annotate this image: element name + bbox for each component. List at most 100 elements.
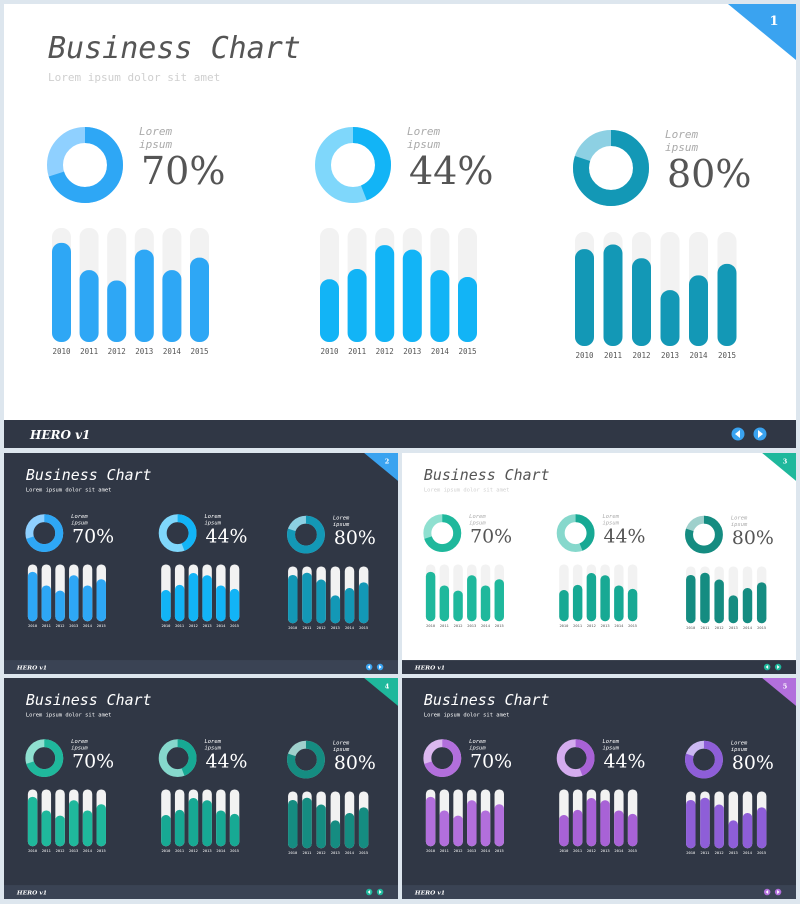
slide-2[interactable]: 2 Business Chart Lorem ipsum dolor sit ame… (4, 453, 398, 674)
slide-3[interactable]: 3 Business Chart Lorem ipsum dolor sit ame… (402, 453, 796, 674)
bar (52, 242, 71, 342)
bar (161, 815, 171, 847)
slide-canvas: 5 Business Chart Lorem ipsum dolor sit ame… (402, 678, 796, 899)
page-subtitle: Lorem ipsum dolor sit amet (26, 712, 112, 718)
chart-label-line1: Lorem (71, 739, 88, 745)
bar-tick-label: 2012 (454, 624, 463, 628)
chevron-right-icon[interactable] (777, 890, 780, 895)
bar (575, 249, 594, 346)
bar-tick-label: 2014 (481, 624, 491, 628)
bar-tick-label: 2012 (317, 626, 326, 630)
bar (714, 579, 724, 624)
chart-label-line2: ipsum (333, 522, 350, 528)
chevron-left-icon[interactable] (367, 890, 371, 895)
bar-tick-label: 2015 (97, 624, 106, 628)
bar-tick-label: 2013 (69, 624, 78, 628)
donut-percent-label: 44% (603, 526, 645, 548)
bar (467, 575, 477, 622)
bar (728, 820, 739, 849)
next-button[interactable] (376, 663, 384, 671)
chart-label-line1: Lorem (731, 516, 748, 522)
corner-flag (364, 678, 398, 706)
chevron-right-icon[interactable] (758, 430, 763, 438)
bar-tick-label: 2014 (83, 849, 93, 853)
bar-tick-label: 2014 (614, 849, 624, 853)
prev-button[interactable] (365, 888, 373, 896)
bar-tick-label: 2015 (495, 849, 504, 853)
next-button[interactable] (376, 888, 384, 896)
chart-label-line2: ipsum (665, 141, 698, 154)
prev-button[interactable] (763, 888, 771, 896)
bar-tick-label: 2013 (69, 849, 78, 853)
chevron-right-icon[interactable] (777, 665, 780, 670)
prev-button[interactable] (365, 663, 373, 671)
chevron-left-icon[interactable] (765, 665, 769, 670)
bar-tick-label: 2014 (163, 347, 182, 356)
title-plain: Business (424, 691, 505, 709)
chevron-right-icon[interactable] (379, 665, 382, 670)
bar (586, 798, 597, 847)
donut-value-arc (287, 515, 325, 554)
donut-percent-label: 70% (470, 526, 512, 548)
chevron-right-icon[interactable] (379, 890, 382, 895)
prev-button[interactable] (731, 427, 745, 441)
bar-tick-label: 2015 (757, 851, 766, 855)
bar (559, 590, 569, 622)
slide-canvas: 2 Business Chart Lorem ipsum dolor sit ame… (4, 453, 398, 674)
bar (480, 810, 491, 847)
bar (756, 582, 767, 624)
bar-tick-label: 2010 (686, 851, 695, 855)
bar (480, 585, 491, 622)
bar (202, 575, 212, 622)
bar (586, 573, 597, 622)
chart-label-line2: ipsum (333, 747, 350, 753)
bar (458, 277, 477, 342)
chart-label-line1: Lorem (469, 514, 486, 520)
donut-percent-label: 70% (72, 526, 114, 548)
bar-tick-label: 2015 (230, 624, 239, 628)
slide-4[interactable]: 4 Business Chart Lorem ipsum dolor sit ame… (4, 678, 398, 899)
bar (229, 813, 240, 847)
chevron-left-icon[interactable] (735, 430, 740, 438)
bar-tick-label: 2012 (587, 624, 596, 628)
footer-logo: HERO v1 (16, 665, 47, 672)
bar (41, 810, 52, 847)
prev-button[interactable] (763, 663, 771, 671)
bar (82, 810, 93, 847)
next-button[interactable] (774, 663, 782, 671)
bar-tick-label: 2011 (440, 624, 449, 628)
bar-tick-label: 2011 (700, 626, 709, 630)
bar (700, 572, 710, 624)
bar (55, 815, 65, 847)
bar-tick-label: 2014 (743, 626, 753, 630)
slide-background (402, 453, 796, 674)
bar-tick-label: 2014 (345, 851, 355, 855)
donut-percent-label: 80% (732, 527, 774, 549)
bar (107, 280, 127, 342)
chevron-left-icon[interactable] (765, 890, 769, 895)
chart-label-line2: ipsum (469, 746, 486, 752)
bar-tick-label: 2015 (190, 347, 208, 356)
donut-percent-label: 70% (470, 751, 512, 773)
chart-label-line2: ipsum (407, 138, 440, 151)
bar (288, 799, 298, 849)
slide-background (4, 678, 398, 899)
chevron-left-icon[interactable] (367, 665, 371, 670)
slide-1[interactable]: 1 Business Chart Lorem ipsum dolor sit ame… (4, 4, 796, 448)
bar-tick-label: 2011 (175, 624, 184, 628)
bar (627, 588, 638, 622)
bar (174, 809, 185, 847)
slide-5[interactable]: 5 Business Chart Lorem ipsum dolor sit ame… (402, 678, 796, 899)
bar (614, 810, 624, 847)
bar-tick-label: 2014 (614, 624, 624, 628)
page-subtitle: Lorem ipsum dolor sit amet (424, 712, 510, 718)
bar (69, 575, 79, 622)
next-button[interactable] (774, 888, 782, 896)
footer-bar-tint (402, 885, 796, 899)
bar (494, 804, 504, 847)
chart-label-line2: ipsum (71, 521, 88, 527)
bar-tick-label: 2011 (80, 347, 98, 356)
chart-label-line2: ipsum (731, 747, 748, 753)
bar-tick-label: 2013 (331, 626, 340, 630)
next-button[interactable] (753, 427, 767, 441)
